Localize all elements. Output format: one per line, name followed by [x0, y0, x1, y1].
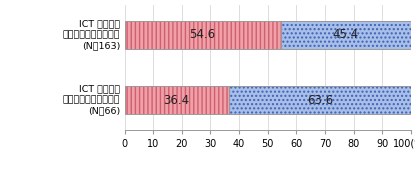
- Bar: [124, 86, 229, 114]
- Bar: [124, 21, 281, 49]
- Text: 63.6: 63.6: [307, 94, 333, 107]
- Bar: [229, 86, 411, 114]
- Bar: [124, 86, 229, 114]
- Bar: [281, 21, 411, 49]
- Text: 54.6: 54.6: [190, 28, 216, 41]
- Text: 36.4: 36.4: [164, 94, 190, 107]
- Bar: [124, 21, 281, 49]
- Bar: [229, 86, 411, 114]
- Text: 45.4: 45.4: [333, 28, 359, 41]
- Bar: [281, 21, 411, 49]
